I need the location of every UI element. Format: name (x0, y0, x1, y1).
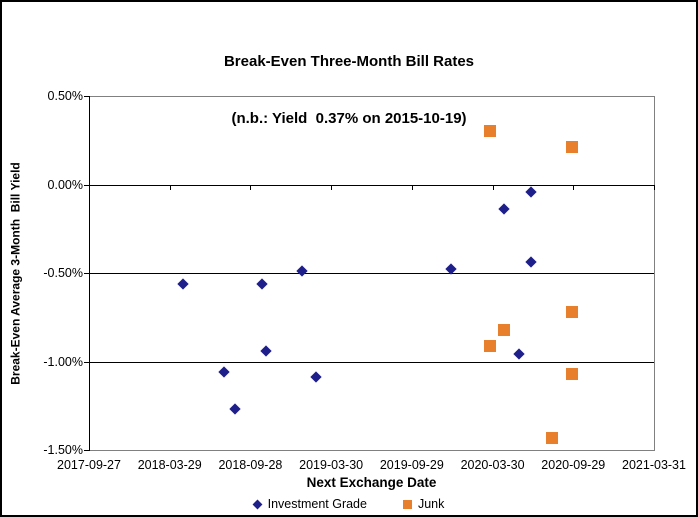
data-point-investment-grade (260, 345, 272, 357)
data-point-investment-grade (218, 366, 231, 378)
data-point-investment-grade (310, 371, 322, 384)
x-axis-tick (492, 184, 494, 190)
data-point-junk (566, 305, 579, 318)
y-tick-label: -0.50% (43, 266, 83, 280)
y-axis-tick (84, 361, 89, 363)
chart-title: Break-Even Three-Month Bill Rates (n.b.:… (2, 14, 696, 166)
legend-label-investment-grade: Investment Grade (267, 497, 367, 511)
x-axis-tick (654, 184, 655, 190)
chart-title-line1: Break-Even Three-Month Bill Rates (223, 53, 475, 70)
x-tick-label: 2020-03-30 (460, 458, 525, 472)
legend-item-investment-grade: Investment Grade (252, 497, 367, 511)
x-axis-tick (331, 184, 333, 190)
diamond-marker-icon (252, 499, 263, 509)
data-point-investment-grade (497, 203, 510, 215)
legend: Investment Grade Junk (2, 497, 696, 511)
data-point-junk (484, 339, 497, 352)
data-point-investment-grade (229, 403, 242, 415)
data-point-investment-grade (296, 265, 309, 277)
y-tick-label: 0.00% (47, 177, 83, 192)
x-axis-tick (411, 184, 413, 190)
data-point-junk (484, 125, 497, 138)
x-tick-label: 2018-03-29 (137, 458, 202, 472)
data-point-junk (498, 323, 511, 336)
x-tick-label: 2021-03-31 (622, 458, 686, 472)
data-point-investment-grade (525, 185, 537, 198)
data-point-junk (566, 141, 579, 154)
chart-title-line2: (n.b.: Yield 0.37% on 2015-10-19) (231, 110, 467, 127)
x-axis-tick (573, 184, 575, 190)
plot-border-top (89, 96, 655, 97)
y-axis-tick (84, 450, 89, 451)
x-tick-label: 2019-03-30 (299, 458, 364, 472)
y-tick-label: 0.50% (47, 89, 83, 103)
plot-border-bottom (89, 450, 655, 451)
x-axis-tick (250, 184, 252, 190)
y-tick-label: -1.50% (43, 443, 83, 457)
data-point-junk (566, 367, 579, 380)
y-axis-tick (84, 96, 89, 97)
data-point-investment-grade (176, 277, 189, 290)
data-point-investment-grade (525, 256, 537, 269)
gridline (90, 361, 654, 363)
data-point-junk (545, 431, 558, 444)
data-point-investment-grade (513, 348, 526, 361)
x-tick-label: 2017-09-27 (57, 458, 121, 472)
y-tick-label: -1.00% (43, 354, 83, 369)
x-tick-label: 2018-09-28 (218, 458, 283, 472)
square-marker-icon (402, 499, 412, 509)
y-axis-line (89, 96, 90, 451)
y-axis-tick (84, 184, 89, 186)
x-tick-label: 2020-09-29 (541, 458, 606, 472)
y-axis-tick (84, 273, 89, 274)
legend-label-junk: Junk (417, 497, 445, 511)
x-axis-title: Next Exchange Date (306, 475, 437, 490)
x-tick-label: 2019-09-29 (379, 458, 444, 472)
legend-item-junk: Junk (402, 497, 445, 511)
x-axis-line (89, 184, 655, 186)
gridline (90, 273, 654, 274)
plot-border-right (654, 96, 655, 451)
data-point-investment-grade (256, 277, 268, 290)
x-axis-tick (169, 184, 171, 190)
